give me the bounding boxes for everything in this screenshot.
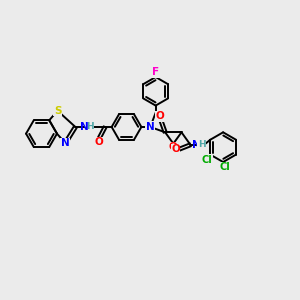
Text: F: F: [152, 67, 159, 77]
Text: N: N: [146, 122, 155, 132]
Text: O: O: [169, 142, 178, 152]
Text: H: H: [86, 122, 94, 131]
Text: S: S: [54, 106, 61, 116]
Text: Cl: Cl: [219, 162, 230, 172]
Text: H: H: [198, 140, 206, 149]
Text: N: N: [192, 140, 201, 150]
Text: O: O: [94, 137, 103, 147]
Text: N: N: [80, 122, 89, 132]
Text: O: O: [156, 111, 164, 121]
Text: Cl: Cl: [202, 155, 213, 165]
Text: O: O: [171, 144, 180, 154]
Text: N: N: [61, 138, 70, 148]
